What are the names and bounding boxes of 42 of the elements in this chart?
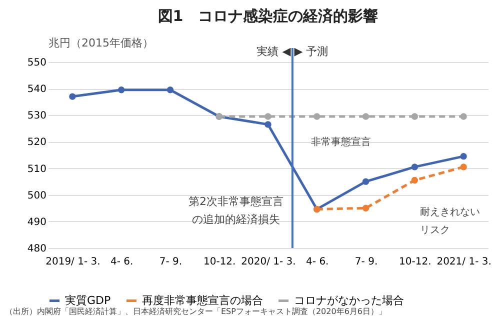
legend-label: 再度非常事態宣言の場合 [142,294,263,307]
y-tick-label: 520 [27,137,46,148]
y-tick-label: 550 [27,58,46,68]
point [264,113,272,120]
point [362,178,370,185]
point [411,164,418,170]
point [69,93,76,100]
x-tick-label: 4- 6. [306,256,329,268]
point [314,113,320,120]
ref-line-label: 実績 ◀ ▶ 予測 [256,45,328,58]
legend-label: コロナがなかった場合 [294,294,404,307]
y-tick-label: 500 [27,190,46,202]
y-tick-label: 490 [27,216,46,228]
x-tick-label: 2019/ 1- 3. [46,256,100,268]
annotation: 耐えきれないリスク [420,207,480,236]
x-tick-label: 10-12. [399,256,432,268]
x-tick-label: 7- 9. [159,256,182,268]
point [411,176,418,184]
y-axis-title: 兆円（2015年価格） [48,36,154,50]
point [362,204,370,212]
x-tick-label: 7- 9. [354,256,378,268]
legend-label: 実質GDP [65,294,111,307]
point [460,164,467,170]
x-tick-label: 10-12. [203,256,236,268]
chart-title: 図1 コロナ感染症の経済的影響 [158,7,378,25]
annotation: 第2次非常事態宣言の追加的経済損失 [188,195,284,226]
point [166,86,174,94]
x-tick-label: 4- 6. [110,256,134,268]
point [264,121,272,128]
y-tick-label: 540 [27,84,46,96]
annotation: 非常事態宣言 [311,136,371,148]
x-tick-label: 2021/ 1- 3. [436,256,492,268]
y-tick-label: 480 [27,244,46,254]
x-tick-label: 2020/ 1- 3. [241,256,296,268]
y-tick-label: 510 [27,164,46,175]
point [460,152,467,160]
point [411,113,418,120]
point [362,113,370,120]
point [118,86,125,94]
y-tick-label: 530 [27,110,46,122]
point [460,113,467,120]
text: （出所）内閣府「国民経済計算」、日本経済研究センター「ESPフォーキャスト調査（2020年6月6日）」 [5,307,386,316]
